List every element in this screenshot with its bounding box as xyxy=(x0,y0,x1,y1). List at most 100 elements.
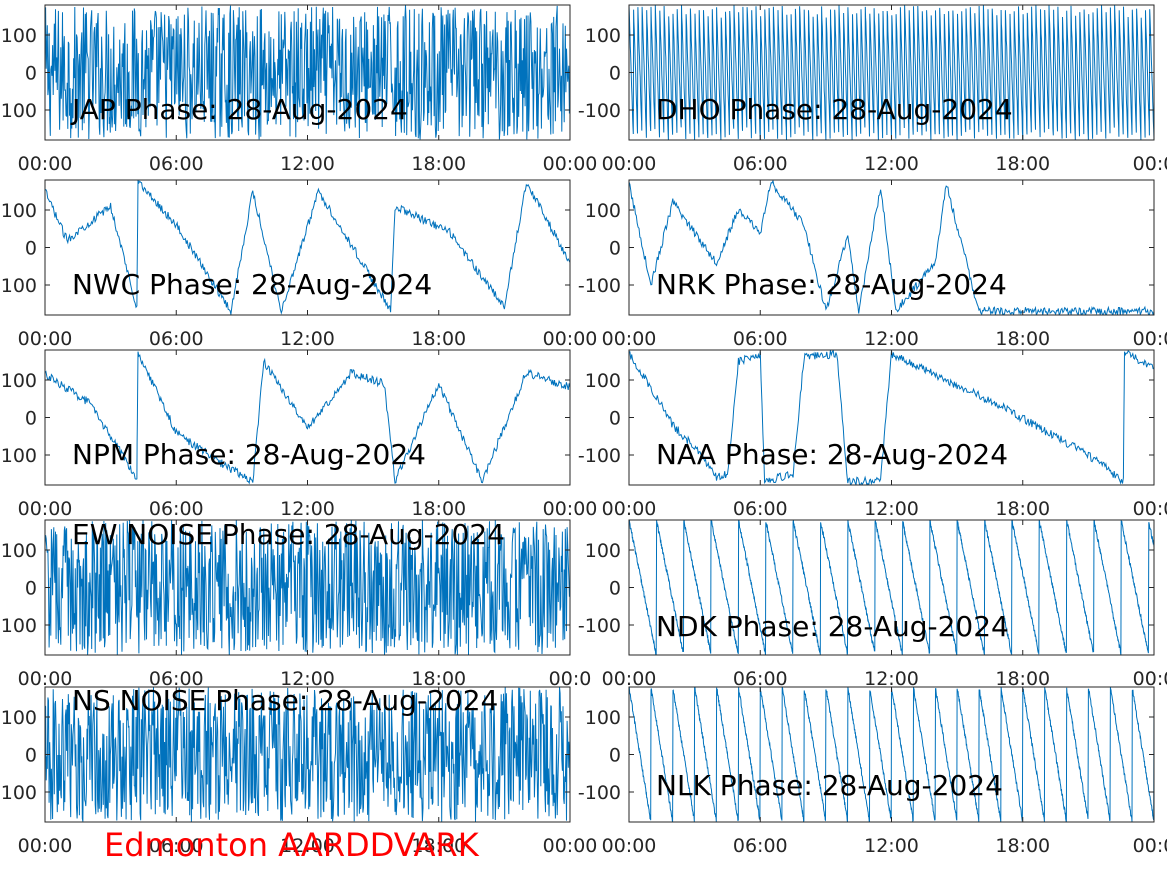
x-tick-label: 00:00 xyxy=(18,153,73,175)
y-tick-label: 100 xyxy=(1,782,37,804)
x-tick-label: 00:0 xyxy=(1133,328,1167,350)
x-tick-label: 18:00 xyxy=(995,498,1050,520)
y-tick-label: 100 xyxy=(585,200,621,222)
phase-trace xyxy=(629,520,1154,655)
y-tick-label: 0 xyxy=(25,578,37,600)
x-tick-label: 00:00 xyxy=(602,498,657,520)
panel-title: NAA Phase: 28-Aug-2024 xyxy=(656,438,1008,471)
x-tick-label: 06:00 xyxy=(733,498,788,520)
panel-title: NDK Phase: 28-Aug-2024 xyxy=(656,610,1009,643)
x-tick-label: 06:00 xyxy=(733,835,788,857)
panel-2: 100 0 -100 00:00 06:00 12:00 18:00 00:0 DHO Phas… xyxy=(578,4,1167,175)
x-tick-label: 00:00 xyxy=(18,668,73,690)
x-tick-label: 12:00 xyxy=(280,498,335,520)
x-tick-label: 12:00 xyxy=(280,835,335,857)
x-tick-label: 00:00 xyxy=(602,153,657,175)
x-tick-label: 18:00 xyxy=(411,668,466,690)
y-tick-label: 100 xyxy=(1,275,37,297)
x-tick-label: 06:00 xyxy=(733,328,788,350)
y-tick-label: 0 xyxy=(25,63,37,85)
panel-8: 100 0 -100 00:00 06:00 12:00 18:00 00:0 NDK Phas… xyxy=(578,519,1167,690)
y-tick-label: 100 xyxy=(585,540,621,562)
x-tick-label: 00:0 xyxy=(1133,835,1167,857)
panel-title: DHO Phase: 28-Aug-2024 xyxy=(656,93,1013,126)
panel-6: 100 0 -100 00:00 06:00 12:00 18:00 00:0 NAA Phas… xyxy=(578,349,1167,520)
x-tick-label: 06:00 xyxy=(149,835,204,857)
x-tick-label: 06:00 xyxy=(149,153,204,175)
panel-title: NLK Phase: 28-Aug-2024 xyxy=(656,769,1003,802)
phase-trace xyxy=(45,687,570,822)
x-tick-label: 18:00 xyxy=(411,153,466,175)
x-tick-label: 12:00 xyxy=(864,498,919,520)
panel-3: 100 0 100 00:00 06:00 12:00 18:00 00:00 NWC Phas… xyxy=(1,179,598,350)
panel-title: JAP Phase: 28-Aug-2024 xyxy=(70,93,408,126)
x-tick-label: 00:00 xyxy=(18,498,73,520)
panel-5: 100 0 100 00:00 06:00 12:00 18:00 00:00 NPM Phas… xyxy=(1,349,598,520)
panel-9: 100 0 100 00:00 06:00 12:00 18:00 00:00 NS NOISE… xyxy=(1,684,598,857)
x-tick-label: 06:00 xyxy=(149,498,204,520)
y-tick-label: 100 xyxy=(1,370,37,392)
phase-trace xyxy=(629,687,1154,822)
x-tick-label: 12:00 xyxy=(864,835,919,857)
y-tick-label: 100 xyxy=(585,25,621,47)
x-tick-label: 18:00 xyxy=(995,328,1050,350)
x-tick-label: 00:00 xyxy=(602,328,657,350)
y-tick-label: -100 xyxy=(578,445,621,467)
x-tick-label: 00:0 xyxy=(1133,668,1167,690)
x-tick-label: 18:00 xyxy=(995,668,1050,690)
y-tick-label: -100 xyxy=(578,615,621,637)
phase-trace xyxy=(629,350,1154,485)
x-tick-label: 00:00 xyxy=(18,835,73,857)
x-tick-label: 18:00 xyxy=(411,835,466,857)
x-tick-label: 00:00 xyxy=(602,835,657,857)
phase-trace xyxy=(45,5,570,140)
x-tick-label: 18:00 xyxy=(995,153,1050,175)
panel-10: 100 0 -100 00:00 06:00 12:00 18:00 00:0 NLK Phas… xyxy=(578,686,1167,857)
x-tick-label: 00:0 xyxy=(1133,498,1167,520)
x-tick-label: 00:00 xyxy=(602,668,657,690)
x-tick-label: 06:00 xyxy=(149,668,204,690)
x-tick-label: 00:00 xyxy=(543,835,598,857)
phase-trace xyxy=(629,180,1154,315)
y-tick-label: 100 xyxy=(585,370,621,392)
y-tick-label: 100 xyxy=(1,540,37,562)
panel-title: NS NOISE Phase: 28-Aug-2024 xyxy=(72,684,498,717)
x-tick-label: 00:0 xyxy=(549,668,592,690)
panel-title: NWC Phase: 28-Aug-2024 xyxy=(72,268,432,301)
x-tick-label: 12:00 xyxy=(280,328,335,350)
x-tick-label: 00:00 xyxy=(543,153,598,175)
panel-title: EW NOISE Phase: 28-Aug-2024 xyxy=(72,518,505,551)
y-tick-label: 100 xyxy=(1,615,37,637)
y-tick-label: 100 xyxy=(1,100,37,122)
x-tick-label: 12:00 xyxy=(280,153,335,175)
x-tick-label: 12:00 xyxy=(864,328,919,350)
panel-1: 100 0 100 00:00 06:00 12:00 18:00 00:00 JAP Phas… xyxy=(1,4,598,175)
y-tick-label: 0 xyxy=(609,745,621,767)
x-tick-label: 00:00 xyxy=(18,328,73,350)
x-tick-label: 12:00 xyxy=(864,668,919,690)
panel-title: NPM Phase: 28-Aug-2024 xyxy=(72,438,426,471)
x-tick-label: 06:00 xyxy=(733,153,788,175)
panel-7: 100 0 100 00:00 06:00 12:00 18:00 00:0 EW NOISE … xyxy=(1,518,592,690)
x-tick-label: 12:00 xyxy=(864,153,919,175)
x-tick-label: 00:00 xyxy=(543,328,598,350)
x-tick-label: 06:00 xyxy=(733,668,788,690)
phase-trace xyxy=(629,5,1154,140)
y-tick-label: 100 xyxy=(1,445,37,467)
x-tick-label: 06:00 xyxy=(149,328,204,350)
y-tick-label: 0 xyxy=(609,63,621,85)
y-tick-label: 100 xyxy=(1,707,37,729)
y-tick-label: 100 xyxy=(1,200,37,222)
y-tick-label: 0 xyxy=(609,238,621,260)
y-tick-label: 100 xyxy=(585,707,621,729)
panel-4: 100 0 -100 00:00 06:00 12:00 18:00 00:0 NRK Phas… xyxy=(578,179,1167,350)
y-tick-label: -100 xyxy=(578,782,621,804)
phase-trace xyxy=(45,180,570,315)
y-tick-label: 0 xyxy=(609,408,621,430)
x-tick-label: 00:00 xyxy=(543,498,598,520)
x-tick-label: 12:00 xyxy=(280,668,335,690)
panel-title: NRK Phase: 28-Aug-2024 xyxy=(656,268,1007,301)
y-tick-label: 0 xyxy=(25,408,37,430)
x-tick-label: 18:00 xyxy=(995,835,1050,857)
